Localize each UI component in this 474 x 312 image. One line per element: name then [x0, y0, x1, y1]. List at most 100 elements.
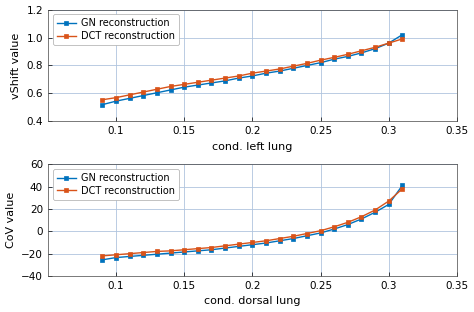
DCT reconstruction [359, 215, 365, 219]
GN reconstruction [195, 83, 201, 87]
GN reconstruction [182, 250, 187, 254]
DCT reconstruction [249, 241, 255, 244]
DCT reconstruction [168, 85, 173, 88]
GN reconstruction [182, 85, 187, 89]
GN reconstruction [154, 91, 160, 95]
DCT reconstruction [345, 52, 351, 56]
X-axis label: cond. left lung: cond. left lung [212, 142, 292, 152]
DCT reconstruction [345, 221, 351, 224]
DCT reconstruction [400, 187, 405, 191]
DCT reconstruction [113, 253, 119, 257]
Legend: GN reconstruction, DCT reconstruction: GN reconstruction, DCT reconstruction [53, 14, 179, 45]
GN reconstruction [195, 249, 201, 253]
DCT reconstruction [318, 229, 323, 233]
DCT reconstruction [100, 98, 105, 102]
GN reconstruction [331, 227, 337, 231]
GN reconstruction [100, 103, 105, 106]
GN reconstruction [291, 237, 296, 241]
DCT reconstruction [277, 237, 283, 241]
GN reconstruction [386, 41, 392, 45]
GN reconstruction [400, 183, 405, 187]
GN reconstruction [209, 81, 214, 85]
DCT reconstruction [100, 254, 105, 258]
GN reconstruction [236, 76, 242, 80]
DCT reconstruction [331, 56, 337, 59]
GN reconstruction [236, 245, 242, 248]
Y-axis label: CoV value: CoV value [6, 192, 16, 248]
X-axis label: cond. dorsal lung: cond. dorsal lung [204, 296, 301, 306]
DCT reconstruction [318, 58, 323, 62]
GN reconstruction [222, 246, 228, 250]
GN reconstruction [222, 79, 228, 83]
GN reconstruction [113, 256, 119, 260]
DCT reconstruction [277, 67, 283, 71]
DCT reconstruction [140, 90, 146, 94]
GN reconstruction [100, 258, 105, 262]
GN reconstruction [209, 248, 214, 251]
DCT reconstruction [249, 71, 255, 75]
GN reconstruction [140, 94, 146, 97]
Line: DCT reconstruction: DCT reconstruction [100, 37, 405, 102]
GN reconstruction [331, 57, 337, 61]
DCT reconstruction [386, 199, 392, 203]
GN reconstruction [304, 64, 310, 67]
GN reconstruction [318, 231, 323, 235]
DCT reconstruction [400, 37, 405, 41]
DCT reconstruction [263, 69, 269, 73]
GN reconstruction [113, 99, 119, 103]
DCT reconstruction [127, 252, 133, 256]
DCT reconstruction [182, 82, 187, 86]
GN reconstruction [359, 217, 365, 221]
GN reconstruction [277, 239, 283, 243]
DCT reconstruction [263, 239, 269, 243]
DCT reconstruction [154, 250, 160, 253]
DCT reconstruction [372, 46, 378, 49]
DCT reconstruction [195, 247, 201, 251]
DCT reconstruction [291, 64, 296, 68]
GN reconstruction [345, 223, 351, 227]
GN reconstruction [168, 88, 173, 92]
DCT reconstruction [182, 248, 187, 251]
GN reconstruction [372, 210, 378, 214]
GN reconstruction [263, 71, 269, 75]
GN reconstruction [400, 33, 405, 37]
GN reconstruction [304, 234, 310, 238]
DCT reconstruction [168, 249, 173, 253]
Line: GN reconstruction: GN reconstruction [100, 183, 405, 262]
GN reconstruction [249, 74, 255, 78]
GN reconstruction [359, 51, 365, 55]
DCT reconstruction [386, 41, 392, 45]
Line: GN reconstruction: GN reconstruction [100, 32, 405, 107]
GN reconstruction [277, 69, 283, 73]
Legend: GN reconstruction, DCT reconstruction: GN reconstruction, DCT reconstruction [53, 169, 179, 200]
GN reconstruction [249, 243, 255, 246]
GN reconstruction [127, 255, 133, 258]
DCT reconstruction [140, 251, 146, 254]
DCT reconstruction [209, 246, 214, 249]
GN reconstruction [168, 251, 173, 255]
DCT reconstruction [291, 234, 296, 238]
GN reconstruction [345, 55, 351, 58]
Line: DCT reconstruction: DCT reconstruction [100, 186, 405, 258]
DCT reconstruction [236, 242, 242, 246]
GN reconstruction [263, 241, 269, 245]
GN reconstruction [127, 96, 133, 100]
DCT reconstruction [372, 208, 378, 212]
GN reconstruction [372, 47, 378, 51]
GN reconstruction [154, 252, 160, 256]
DCT reconstruction [359, 49, 365, 53]
DCT reconstruction [304, 232, 310, 235]
DCT reconstruction [222, 76, 228, 80]
DCT reconstruction [236, 74, 242, 78]
GN reconstruction [291, 66, 296, 70]
DCT reconstruction [304, 61, 310, 65]
DCT reconstruction [195, 80, 201, 84]
GN reconstruction [386, 202, 392, 206]
DCT reconstruction [222, 244, 228, 248]
DCT reconstruction [331, 225, 337, 229]
GN reconstruction [140, 253, 146, 257]
DCT reconstruction [209, 78, 214, 82]
GN reconstruction [318, 61, 323, 65]
Y-axis label: vShift value: vShift value [11, 32, 21, 99]
DCT reconstruction [154, 87, 160, 91]
